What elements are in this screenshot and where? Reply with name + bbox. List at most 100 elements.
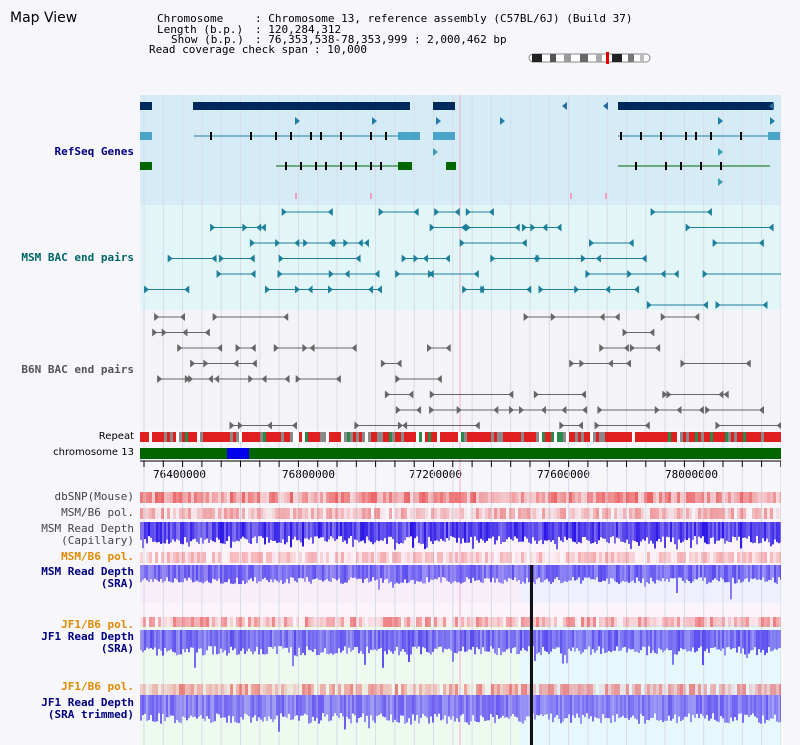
heatmap-cell: [521, 492, 524, 503]
depth-bar: [206, 695, 208, 717]
bac-end-marker: [465, 208, 471, 216]
repeat-segment: [161, 432, 164, 442]
depth-bar: [604, 522, 606, 539]
depth-bar: [466, 565, 468, 578]
depth-bar: [384, 695, 386, 718]
heatmap-cell: [503, 684, 506, 695]
heatmap-cell: [191, 617, 194, 627]
heatmap-cell: [332, 492, 335, 503]
bac-end-marker: [248, 375, 254, 383]
heatmap-cell: [704, 684, 707, 695]
repeat-segment: [683, 432, 686, 442]
heatmap-cell: [632, 508, 635, 519]
depth-bar: [464, 695, 466, 723]
depth-bar: [578, 565, 580, 578]
chromosome-ideogram[interactable]: [528, 52, 652, 64]
heatmap-cell: [485, 492, 488, 503]
depth-bar: [434, 522, 436, 541]
depth-bar: [714, 695, 716, 720]
depth-bar: [474, 565, 476, 581]
depth-bar: [378, 695, 380, 715]
heatmap-cell: [581, 552, 584, 563]
heatmap-cell: [638, 492, 641, 503]
depth-bar: [416, 630, 418, 649]
depth-bar: [464, 630, 466, 652]
depth-bar: [776, 522, 778, 543]
depth-bar: [566, 695, 568, 719]
depth-bar: [696, 695, 698, 714]
heatmap-cell: [767, 552, 770, 563]
heatmap-cell: [692, 617, 695, 627]
repeat-segment: [146, 432, 149, 442]
depth-bar: [494, 565, 496, 583]
heatmap-cell: [584, 508, 587, 519]
genome-track-panel[interactable]: [140, 95, 781, 745]
bac-end-marker: [628, 239, 634, 247]
depth-bar: [216, 630, 218, 655]
heatmap-cell: [779, 508, 781, 519]
depth-bar: [568, 522, 570, 539]
heatmap-cell: [278, 508, 281, 519]
depth-bar: [416, 522, 418, 537]
heatmap-cell: [533, 492, 536, 503]
heatmap-cell: [149, 492, 152, 503]
depth-bar: [690, 522, 692, 548]
depth-bar: [680, 522, 682, 543]
depth-bar: [630, 522, 632, 549]
repeat-segment: [572, 432, 575, 442]
depth-bar: [756, 695, 758, 718]
heatmap-cell: [284, 552, 287, 563]
depth-bar: [362, 565, 364, 583]
depth-bar: [570, 695, 572, 723]
depth-bar: [268, 565, 270, 583]
heatmap-cell: [491, 684, 494, 695]
depth-bar: [672, 522, 674, 538]
depth-bar: [420, 522, 422, 545]
repeat-segment: [602, 432, 605, 442]
depth-bar: [666, 565, 668, 580]
depth-bar: [176, 695, 178, 721]
heatmap-cell: [719, 617, 722, 627]
heatmap-cell: [182, 508, 185, 519]
heatmap-cell: [506, 684, 509, 695]
repeat-segment: [698, 432, 701, 442]
depth-bar: [536, 565, 538, 580]
bac-end-marker: [702, 270, 708, 278]
depth-bar: [630, 565, 632, 582]
depth-bar: [562, 522, 564, 543]
heatmap-cell: [257, 492, 260, 503]
depth-bar: [704, 565, 706, 578]
heatmap-cell: [218, 617, 221, 627]
repeat-segment: [167, 432, 170, 442]
heatmap-cell: [608, 552, 611, 563]
depth-bar: [470, 695, 472, 722]
depth-bar: [440, 565, 442, 583]
depth-bar: [768, 695, 770, 721]
bac-end-marker: [422, 254, 428, 263]
depth-bar: [190, 565, 192, 580]
depth-bar: [318, 630, 320, 655]
repeat-segment: [644, 432, 647, 442]
depth-bar: [538, 522, 540, 541]
heatmap-cell: [506, 552, 509, 563]
depth-bar: [766, 630, 768, 653]
bac-end-marker: [335, 375, 341, 383]
depth-bar: [160, 565, 162, 580]
depth-bar: [714, 630, 716, 648]
depth-bar: [240, 522, 242, 539]
heatmap-cell: [377, 508, 380, 519]
depth-bar: [444, 565, 446, 578]
heatmap-cell: [158, 617, 161, 627]
heatmap-cell: [716, 492, 719, 503]
depth-bar: [546, 565, 548, 579]
heatmap-cell: [314, 492, 317, 503]
depth-bar: [140, 695, 142, 721]
track-label-refseq: RefSeq Genes: [54, 145, 134, 158]
depth-bar: [394, 695, 396, 720]
depth-bar: [344, 522, 346, 541]
depth-bar: [240, 565, 242, 585]
depth-bar: [680, 695, 682, 722]
depth-bar: [676, 630, 678, 655]
heatmap-cell: [707, 552, 710, 563]
heatmap-cell: [755, 552, 758, 563]
